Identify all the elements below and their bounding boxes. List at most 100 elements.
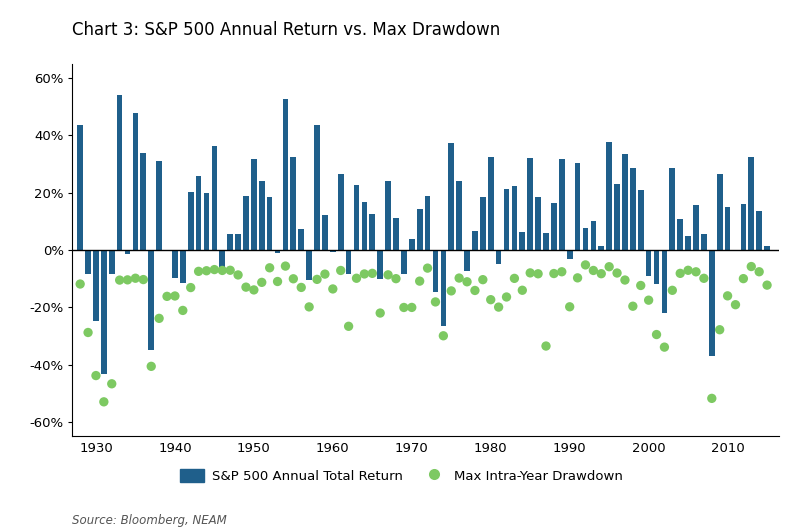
Point — [555, 268, 568, 276]
Bar — [330, 250, 335, 253]
Point — [318, 270, 331, 278]
Bar — [196, 176, 201, 250]
Point — [271, 277, 284, 286]
Point — [531, 270, 544, 278]
Bar — [716, 174, 722, 250]
Point — [484, 295, 496, 304]
Point — [381, 271, 394, 279]
Point — [121, 276, 134, 284]
Bar — [77, 124, 83, 250]
Bar — [424, 196, 430, 250]
Bar — [93, 250, 99, 321]
Bar — [653, 250, 658, 284]
Bar — [535, 197, 541, 250]
Bar — [148, 250, 154, 351]
Bar — [408, 238, 414, 250]
Point — [247, 286, 260, 294]
Bar — [669, 168, 674, 250]
Point — [744, 262, 757, 271]
Point — [373, 309, 386, 317]
Bar — [614, 184, 619, 250]
Bar — [684, 236, 690, 250]
Point — [689, 268, 702, 276]
Point — [712, 326, 725, 334]
Point — [618, 276, 630, 284]
Bar — [440, 250, 446, 326]
Bar — [227, 234, 233, 250]
Point — [468, 286, 480, 295]
Bar — [416, 209, 422, 250]
Point — [74, 280, 87, 288]
Point — [508, 274, 520, 282]
Bar — [589, 221, 595, 250]
Point — [136, 276, 149, 284]
Point — [515, 286, 528, 295]
Bar — [566, 250, 572, 259]
Bar — [385, 181, 391, 250]
Point — [350, 274, 363, 282]
Point — [144, 362, 157, 371]
Point — [286, 275, 299, 283]
Point — [358, 270, 371, 278]
Bar — [219, 250, 225, 273]
Bar — [346, 250, 351, 275]
Bar — [597, 246, 603, 250]
Bar — [361, 202, 367, 250]
Bar — [503, 189, 508, 250]
Point — [302, 303, 315, 311]
Bar — [180, 250, 185, 283]
Point — [113, 276, 126, 284]
Bar — [708, 250, 714, 356]
Bar — [606, 143, 611, 250]
Bar — [574, 163, 580, 250]
Point — [263, 263, 276, 272]
Point — [255, 278, 268, 287]
Point — [105, 379, 118, 388]
Bar — [204, 194, 209, 250]
Bar — [322, 215, 327, 250]
Bar — [582, 228, 588, 250]
Point — [610, 269, 622, 277]
Point — [452, 274, 465, 282]
Bar — [550, 203, 556, 250]
Point — [326, 285, 338, 293]
Point — [642, 296, 654, 304]
Point — [310, 275, 323, 284]
Bar — [511, 186, 516, 250]
Point — [562, 303, 575, 311]
Point — [697, 274, 710, 282]
Point — [342, 322, 354, 330]
Point — [634, 281, 646, 290]
Point — [728, 301, 741, 309]
Bar — [542, 234, 548, 250]
Point — [720, 292, 733, 300]
Bar — [432, 250, 438, 292]
Point — [176, 306, 189, 315]
Bar — [101, 250, 107, 374]
Bar — [495, 250, 500, 264]
Bar — [266, 197, 272, 250]
Bar — [132, 113, 138, 250]
Point — [578, 261, 591, 269]
Point — [152, 314, 165, 322]
Bar — [400, 250, 407, 275]
Bar — [188, 192, 193, 250]
Bar — [456, 181, 461, 250]
Bar — [124, 250, 130, 254]
Bar — [755, 211, 761, 250]
Point — [436, 331, 449, 340]
Bar — [109, 250, 115, 273]
Point — [704, 394, 717, 403]
Legend: S&P 500 Annual Total Return, Max Intra-Year Drawdown: S&P 500 Annual Total Return, Max Intra-Y… — [175, 463, 627, 488]
Point — [224, 266, 237, 275]
Point — [405, 303, 418, 312]
Point — [366, 269, 379, 278]
Bar — [558, 159, 564, 250]
Point — [192, 267, 205, 276]
Bar — [464, 250, 469, 271]
Bar — [274, 250, 280, 253]
Point — [82, 328, 95, 337]
Point — [547, 269, 560, 278]
Point — [168, 292, 181, 300]
Point — [539, 342, 552, 350]
